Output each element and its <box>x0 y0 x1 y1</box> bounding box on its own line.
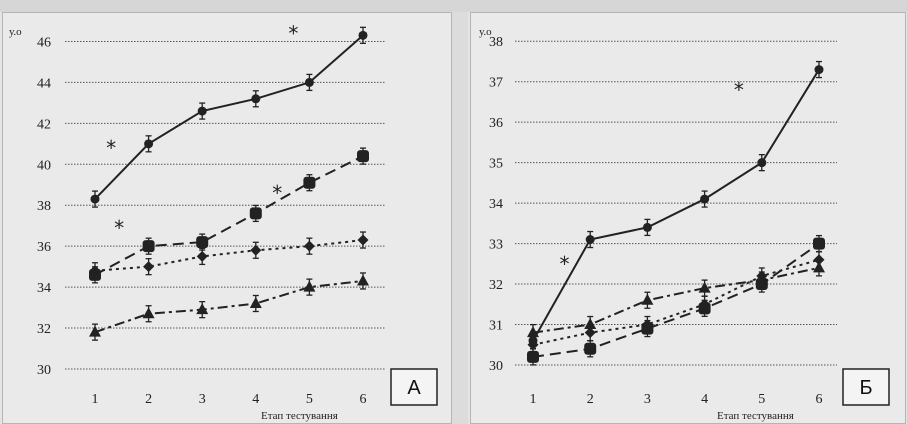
x-tick-label: 4 <box>252 392 259 407</box>
panel-label-box <box>842 368 890 406</box>
chart-b-svg: у.о Етап тестування Б 303132333435363738… <box>479 26 890 422</box>
significance-asterisk: * <box>272 181 282 205</box>
y-tick-label: 31 <box>489 319 503 334</box>
chart-panel-b: у.о Етап тестування Б 30 31 32 33 34 35 36 37 38… <box>470 12 906 424</box>
y-tick-label: 36 <box>37 240 51 255</box>
diamond-marker <box>89 265 101 277</box>
circle-marker <box>642 222 652 232</box>
series-line <box>94 34 364 200</box>
square-marker <box>249 207 262 220</box>
series-line <box>94 239 364 272</box>
scan-margin-top <box>0 0 907 12</box>
triangle-marker <box>641 293 654 305</box>
circle-marker <box>144 139 154 149</box>
panel-label: А <box>407 377 421 399</box>
series-line <box>532 69 820 342</box>
y-tick-label: 32 <box>489 278 503 293</box>
square-marker <box>813 237 825 250</box>
triangle-marker <box>755 273 768 285</box>
y-axis-label: у.о <box>479 26 492 38</box>
y-tick-label: 35 <box>489 157 503 172</box>
triangle-marker <box>196 303 209 315</box>
square-marker <box>303 176 316 189</box>
x-axis-label: Етап тестування <box>717 410 794 422</box>
triangle-marker <box>584 318 597 330</box>
triangle-marker <box>142 307 155 319</box>
panel-label: Б <box>859 377 872 399</box>
circle-marker <box>304 77 314 87</box>
diamond-marker <box>250 244 262 256</box>
x-tick-label: 1 <box>92 392 99 407</box>
circle-marker <box>251 94 261 104</box>
y-tick-label: 32 <box>37 322 51 337</box>
significance-asterisk: * <box>559 252 569 276</box>
triangle-marker <box>527 326 539 338</box>
significance-asterisk: * <box>734 78 744 102</box>
y-tick-label: 30 <box>489 359 503 374</box>
chart-panel-a: у.о Етап тестування А 30 32 34 36 38 40 42 44 46… <box>2 12 452 424</box>
x-tick-label: 2 <box>145 392 152 407</box>
x-tick-label: 3 <box>644 392 651 407</box>
y-tick-label: 34 <box>489 197 503 212</box>
x-tick-label: 6 <box>360 392 367 407</box>
triangle-marker <box>357 274 369 286</box>
square-marker <box>357 150 369 163</box>
x-tick-label: 5 <box>758 392 765 407</box>
diamond-marker <box>527 339 539 351</box>
y-tick-label: 30 <box>37 363 51 378</box>
diamond-marker <box>357 234 369 246</box>
x-tick-label: 5 <box>306 392 313 407</box>
triangle-marker <box>698 281 711 293</box>
circle-marker <box>90 194 100 204</box>
square-marker <box>584 342 597 355</box>
x-axis-label: Етап тестування <box>261 410 338 422</box>
y-tick-label: 38 <box>37 199 51 214</box>
circle-marker <box>585 235 595 245</box>
y-tick-label: 33 <box>489 238 503 253</box>
x-tick-label: 6 <box>816 392 823 407</box>
significance-asterisk: * <box>106 136 116 160</box>
chart-a-svg: у.о Етап тестування А 303234363840424446… <box>9 21 438 422</box>
y-tick-label: 40 <box>37 158 51 173</box>
diamond-marker <box>143 261 155 273</box>
y-tick-label: 44 <box>37 76 51 91</box>
triangle-marker <box>813 261 825 273</box>
y-tick-label: 37 <box>489 76 503 91</box>
x-tick-label: 1 <box>530 392 537 407</box>
y-axis-label: у.о <box>9 26 22 38</box>
circle-marker <box>814 65 824 75</box>
series-line <box>94 279 364 334</box>
significance-asterisk: * <box>288 21 298 45</box>
circle-marker <box>197 106 207 116</box>
circle-marker <box>757 158 767 168</box>
series-line <box>532 242 820 358</box>
series-line <box>532 266 820 334</box>
triangle-marker <box>249 296 262 308</box>
significance-asterisk: * <box>114 216 124 240</box>
square-marker <box>527 350 539 363</box>
y-tick-label: 46 <box>37 35 51 50</box>
triangle-marker <box>303 280 316 292</box>
square-marker <box>142 240 155 253</box>
diamond-marker <box>196 250 208 262</box>
diamond-marker <box>641 319 653 331</box>
y-tick-label: 36 <box>489 116 503 131</box>
y-tick-label: 34 <box>37 281 51 296</box>
x-tick-label: 2 <box>587 392 594 407</box>
y-tick-label: 38 <box>489 35 503 50</box>
series-line <box>94 155 364 276</box>
triangle-marker <box>89 325 101 337</box>
y-tick-label: 42 <box>37 117 51 132</box>
diamond-marker <box>699 298 711 310</box>
x-tick-label: 4 <box>701 392 708 407</box>
panel-divider <box>452 12 468 424</box>
diamond-marker <box>303 240 315 252</box>
square-marker <box>196 236 209 249</box>
series-line <box>532 258 820 346</box>
x-tick-label: 3 <box>199 392 206 407</box>
circle-marker <box>700 194 710 204</box>
panel-label-box <box>390 368 438 406</box>
circle-marker <box>358 30 368 40</box>
